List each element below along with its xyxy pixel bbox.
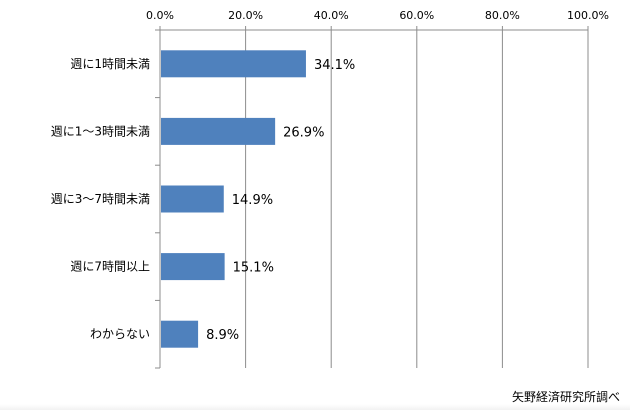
bar: [161, 320, 199, 348]
bar-layer: [161, 50, 306, 348]
category-label: 週に1時間未満: [70, 57, 150, 71]
category-label: 週に1～3時間未満: [51, 124, 150, 138]
label-layer: 0.0% 20.0% 40.0% 60.0% 80.0% 100.0% 週に1時間未満 34.…: [51, 9, 609, 343]
x-tick-label: 20.0%: [228, 9, 263, 22]
bar: [161, 253, 225, 281]
x-tick-label: 0.0%: [146, 9, 174, 22]
x-tick-label: 60.0%: [399, 9, 434, 22]
x-tick-label: 100.0%: [567, 9, 609, 22]
data-label: 14.9%: [232, 193, 273, 208]
bar: [161, 185, 224, 213]
grid-layer: [155, 26, 589, 369]
data-label: 15.1%: [233, 261, 274, 276]
category-label: わからない: [90, 327, 150, 341]
data-label: 26.9%: [283, 125, 324, 140]
bar: [161, 50, 306, 78]
category-label: 週に7時間以上: [70, 260, 150, 274]
data-label: 34.1%: [314, 58, 355, 73]
data-label: 8.9%: [206, 328, 239, 343]
bottom-edge: [0, 404, 630, 410]
source-note: 矢野経済研究所調べ: [511, 390, 620, 404]
category-label: 週に3～7時間未満: [51, 192, 150, 206]
x-tick-label: 80.0%: [485, 9, 520, 22]
bar: [161, 117, 276, 145]
x-tick-label: 40.0%: [314, 9, 349, 22]
